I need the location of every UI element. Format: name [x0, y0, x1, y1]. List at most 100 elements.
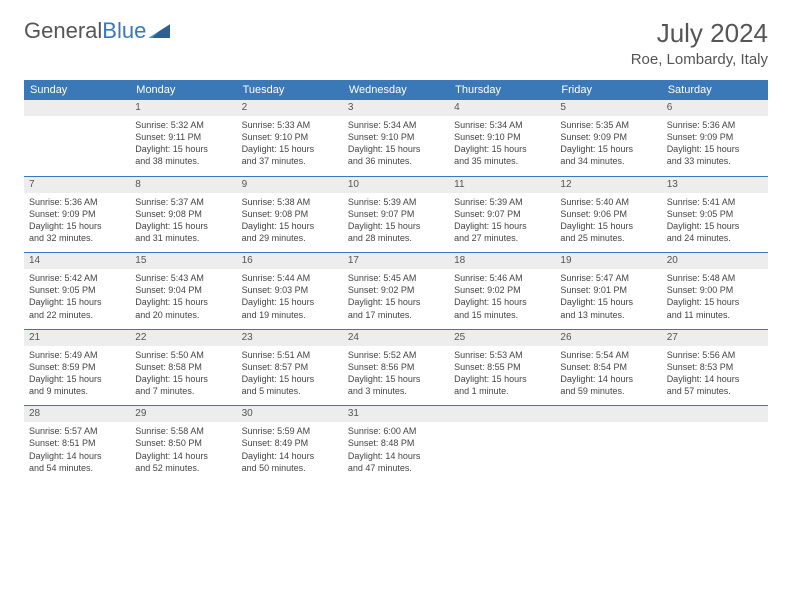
sunrise-text: Sunrise: 5:41 AM	[667, 196, 763, 208]
sunset-text: Sunset: 9:10 PM	[348, 131, 444, 143]
daylight-text-1: Daylight: 15 hours	[667, 296, 763, 308]
sunset-text: Sunset: 9:00 PM	[667, 284, 763, 296]
daylight-text-2: and 47 minutes.	[348, 462, 444, 474]
sunset-text: Sunset: 9:10 PM	[242, 131, 338, 143]
daylight-text-2: and 29 minutes.	[242, 232, 338, 244]
day-cell: Sunrise: 5:39 AMSunset: 9:07 PMDaylight:…	[343, 193, 449, 253]
page-header: GeneralBlue July 2024 Roe, Lombardy, Ita…	[24, 18, 768, 68]
daynum-row: 28293031	[24, 406, 768, 423]
daylight-text-2: and 31 minutes.	[135, 232, 231, 244]
sunrise-text: Sunrise: 5:40 AM	[560, 196, 656, 208]
title-block: July 2024 Roe, Lombardy, Italy	[631, 18, 768, 68]
daylight-text-1: Daylight: 15 hours	[454, 220, 550, 232]
day-number: 3	[343, 100, 449, 116]
daylight-text-1: Daylight: 14 hours	[135, 450, 231, 462]
calendar-table: Sunday Monday Tuesday Wednesday Thursday…	[24, 80, 768, 482]
day-cell: Sunrise: 5:38 AMSunset: 9:08 PMDaylight:…	[237, 193, 343, 253]
sunset-text: Sunset: 9:03 PM	[242, 284, 338, 296]
logo-text-2: Blue	[102, 18, 146, 44]
day-number	[555, 406, 661, 423]
daylight-text-1: Daylight: 15 hours	[242, 296, 338, 308]
sunrise-text: Sunrise: 5:54 AM	[560, 349, 656, 361]
daylight-text-2: and 33 minutes.	[667, 155, 763, 167]
sunset-text: Sunset: 8:50 PM	[135, 437, 231, 449]
weekday-header: Wednesday	[343, 80, 449, 100]
sunset-text: Sunset: 9:09 PM	[667, 131, 763, 143]
day-cell: Sunrise: 5:34 AMSunset: 9:10 PMDaylight:…	[449, 116, 555, 176]
day-number: 2	[237, 100, 343, 116]
daylight-text-2: and 32 minutes.	[29, 232, 125, 244]
day-number: 5	[555, 100, 661, 116]
weekday-header: Tuesday	[237, 80, 343, 100]
sunrise-text: Sunrise: 5:56 AM	[667, 349, 763, 361]
day-cell: Sunrise: 5:46 AMSunset: 9:02 PMDaylight:…	[449, 269, 555, 329]
daylight-text-2: and 7 minutes.	[135, 385, 231, 397]
sunrise-text: Sunrise: 5:39 AM	[454, 196, 550, 208]
sunset-text: Sunset: 9:01 PM	[560, 284, 656, 296]
sunset-text: Sunset: 9:09 PM	[29, 208, 125, 220]
daylight-text-2: and 59 minutes.	[560, 385, 656, 397]
day-number: 7	[24, 176, 130, 193]
day-number: 17	[343, 253, 449, 270]
logo-text-1: General	[24, 18, 102, 44]
sunset-text: Sunset: 8:58 PM	[135, 361, 231, 373]
sunrise-text: Sunrise: 5:57 AM	[29, 425, 125, 437]
sunset-text: Sunset: 9:07 PM	[454, 208, 550, 220]
daylight-text-2: and 15 minutes.	[454, 309, 550, 321]
day-number: 28	[24, 406, 130, 423]
sunrise-text: Sunrise: 5:36 AM	[667, 119, 763, 131]
sunrise-text: Sunrise: 5:34 AM	[348, 119, 444, 131]
daylight-text-2: and 50 minutes.	[242, 462, 338, 474]
day-cell: Sunrise: 5:59 AMSunset: 8:49 PMDaylight:…	[237, 422, 343, 482]
day-number: 21	[24, 329, 130, 346]
day-cell: Sunrise: 5:43 AMSunset: 9:04 PMDaylight:…	[130, 269, 236, 329]
weekday-header: Sunday	[24, 80, 130, 100]
location-label: Roe, Lombardy, Italy	[631, 51, 768, 68]
daylight-text-1: Daylight: 15 hours	[348, 373, 444, 385]
detail-row: Sunrise: 5:49 AMSunset: 8:59 PMDaylight:…	[24, 346, 768, 406]
sunrise-text: Sunrise: 5:44 AM	[242, 272, 338, 284]
day-cell: Sunrise: 5:45 AMSunset: 9:02 PMDaylight:…	[343, 269, 449, 329]
month-title: July 2024	[631, 18, 768, 49]
sunset-text: Sunset: 9:10 PM	[454, 131, 550, 143]
daylight-text-1: Daylight: 15 hours	[667, 220, 763, 232]
sunset-text: Sunset: 8:56 PM	[348, 361, 444, 373]
day-cell: Sunrise: 5:50 AMSunset: 8:58 PMDaylight:…	[130, 346, 236, 406]
detail-row: Sunrise: 5:42 AMSunset: 9:05 PMDaylight:…	[24, 269, 768, 329]
sunset-text: Sunset: 9:06 PM	[560, 208, 656, 220]
day-cell	[24, 116, 130, 176]
daylight-text-2: and 3 minutes.	[348, 385, 444, 397]
sunrise-text: Sunrise: 5:52 AM	[348, 349, 444, 361]
daylight-text-2: and 5 minutes.	[242, 385, 338, 397]
day-cell: Sunrise: 5:42 AMSunset: 9:05 PMDaylight:…	[24, 269, 130, 329]
sunset-text: Sunset: 9:09 PM	[560, 131, 656, 143]
sunrise-text: Sunrise: 5:58 AM	[135, 425, 231, 437]
day-cell: Sunrise: 5:41 AMSunset: 9:05 PMDaylight:…	[662, 193, 768, 253]
daylight-text-2: and 27 minutes.	[454, 232, 550, 244]
sunrise-text: Sunrise: 5:34 AM	[454, 119, 550, 131]
daylight-text-2: and 22 minutes.	[29, 309, 125, 321]
daylight-text-2: and 20 minutes.	[135, 309, 231, 321]
day-cell: Sunrise: 5:40 AMSunset: 9:06 PMDaylight:…	[555, 193, 661, 253]
sunrise-text: Sunrise: 5:47 AM	[560, 272, 656, 284]
day-cell	[662, 422, 768, 482]
daylight-text-2: and 25 minutes.	[560, 232, 656, 244]
daylight-text-1: Daylight: 15 hours	[242, 220, 338, 232]
detail-row: Sunrise: 5:36 AMSunset: 9:09 PMDaylight:…	[24, 193, 768, 253]
daylight-text-2: and 54 minutes.	[29, 462, 125, 474]
day-number	[662, 406, 768, 423]
weekday-header: Saturday	[662, 80, 768, 100]
detail-row: Sunrise: 5:57 AMSunset: 8:51 PMDaylight:…	[24, 422, 768, 482]
day-number: 27	[662, 329, 768, 346]
day-number: 6	[662, 100, 768, 116]
sunset-text: Sunset: 8:49 PM	[242, 437, 338, 449]
day-number: 8	[130, 176, 236, 193]
daylight-text-1: Daylight: 15 hours	[135, 220, 231, 232]
daylight-text-1: Daylight: 14 hours	[560, 373, 656, 385]
day-cell: Sunrise: 5:52 AMSunset: 8:56 PMDaylight:…	[343, 346, 449, 406]
sunset-text: Sunset: 9:07 PM	[348, 208, 444, 220]
sunset-text: Sunset: 8:57 PM	[242, 361, 338, 373]
weekday-header: Monday	[130, 80, 236, 100]
daylight-text-1: Daylight: 15 hours	[348, 220, 444, 232]
day-cell: Sunrise: 5:53 AMSunset: 8:55 PMDaylight:…	[449, 346, 555, 406]
